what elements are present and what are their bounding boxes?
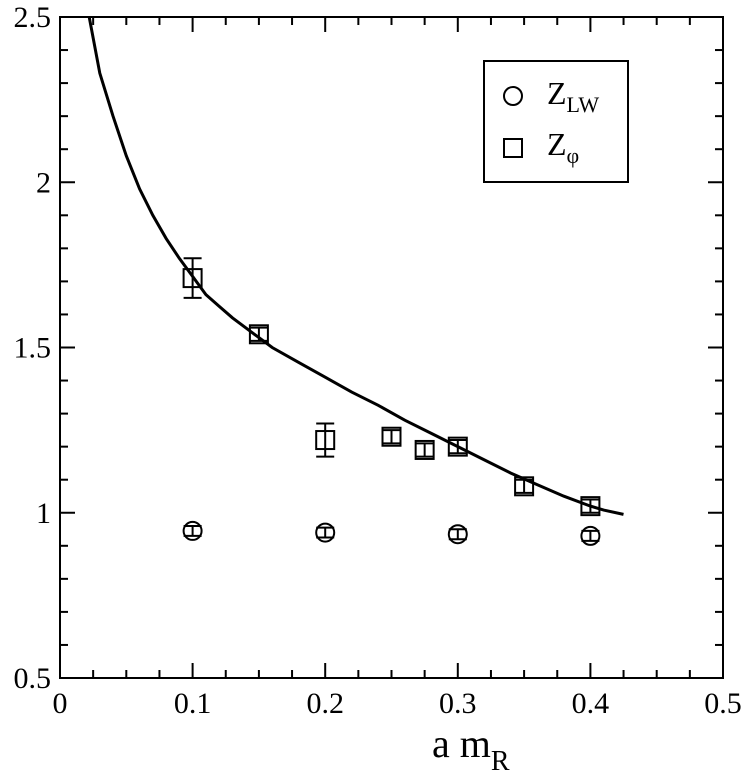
legend-label-zlw-main: Z <box>547 75 567 111</box>
x-axis-title: a mR <box>432 721 510 777</box>
ticks <box>59 16 724 679</box>
svg-text:a mR: a mR <box>432 721 510 777</box>
legend-label-zlw-sub: LW <box>567 92 600 117</box>
z-phi-point <box>447 436 468 457</box>
x-axis-title-sub: R <box>491 746 510 777</box>
square-marker <box>514 476 535 497</box>
z-phi-point <box>580 496 601 517</box>
y-tick-label: 2 <box>36 166 51 199</box>
square-marker <box>447 436 468 457</box>
legend-box <box>483 60 629 183</box>
x-tick-label: 0.3 <box>439 687 477 720</box>
circle-marker <box>447 524 468 545</box>
x-tick-label: 0.4 <box>572 687 610 720</box>
data-markers <box>182 257 601 546</box>
z-phi-point <box>414 439 435 460</box>
z-phi-point <box>514 476 535 497</box>
square-marker <box>248 324 269 345</box>
legend-label-zphi: Zφ <box>547 126 579 168</box>
circle-marker <box>315 522 336 543</box>
z-phi-point <box>315 422 336 458</box>
square-marker <box>182 268 203 289</box>
z-lw-point <box>447 524 468 545</box>
y-tick-label: 2.5 <box>14 1 52 34</box>
circle-marker <box>182 520 203 541</box>
z-phi-point <box>182 257 203 299</box>
circle-marker <box>580 525 601 546</box>
z-phi-point <box>381 426 402 447</box>
y-tick-label: 1.5 <box>14 332 52 365</box>
legend-marker-square-icon <box>503 138 523 158</box>
y-tick-label: 0.5 <box>14 662 52 695</box>
z-phi-point <box>248 324 269 345</box>
z-lw-point <box>315 522 336 543</box>
z-lw-point <box>580 525 601 546</box>
x-axis-title-main: a m <box>432 721 491 766</box>
square-marker <box>315 430 336 451</box>
legend-marker-circle-icon <box>503 86 523 106</box>
square-marker <box>381 426 402 447</box>
y-tick-label: 1 <box>36 497 51 530</box>
square-marker <box>414 439 435 460</box>
tick-labels: 0 0.1 0.2 0.3 0.4 0.5 0.5 1 1.5 2 2.5 <box>14 1 742 720</box>
z-lw-point <box>182 520 203 541</box>
x-tick-label: 0.1 <box>174 687 212 720</box>
square-marker <box>580 496 601 517</box>
legend-label-zphi-main: Z <box>547 126 567 162</box>
x-tick-label: 0.2 <box>306 687 344 720</box>
legend: ZLW Zφ <box>483 60 629 183</box>
legend-label-zphi-sub: φ <box>567 143 580 168</box>
x-tick-label: 0.5 <box>704 687 742 720</box>
x-tick-label: 0 <box>53 687 68 720</box>
legend-label-zlw: ZLW <box>547 75 599 117</box>
